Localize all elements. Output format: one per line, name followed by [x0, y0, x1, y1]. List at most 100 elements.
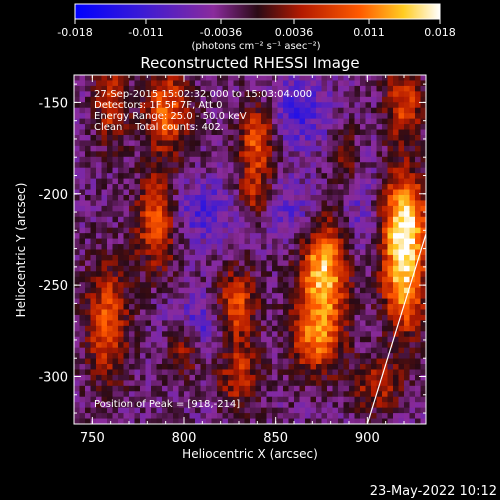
- heatmap-cell: [90, 113, 97, 120]
- heatmap-cell: [217, 407, 223, 414]
- colorbar-tick-label: -0.011: [128, 26, 163, 39]
- heatmap-cell: [288, 418, 295, 424]
- heatmap-cell: [354, 200, 361, 207]
- heatmap-cell: [211, 391, 218, 398]
- heatmap-cell: [228, 374, 234, 381]
- heatmap-cell: [409, 309, 416, 316]
- heatmap-cell: [387, 314, 394, 321]
- heatmap-cell: [255, 107, 262, 114]
- heatmap-cell: [294, 353, 300, 359]
- heatmap-cell: [173, 369, 179, 376]
- heatmap-cell: [189, 276, 196, 283]
- heatmap-cell: [250, 407, 256, 414]
- heatmap-cell: [415, 298, 421, 305]
- heatmap-cell: [233, 358, 240, 365]
- heatmap-cell: [398, 178, 405, 185]
- heatmap-cell: [415, 194, 421, 201]
- heatmap-cell: [151, 298, 157, 305]
- heatmap-cell: [118, 282, 124, 289]
- heatmap-cell: [316, 271, 322, 278]
- heatmap-cell: [85, 347, 91, 354]
- heatmap-cell: [233, 178, 240, 185]
- heatmap-cell: [415, 96, 421, 103]
- heatmap-cell: [332, 75, 339, 81]
- heatmap-cell: [299, 162, 306, 169]
- heatmap-cell: [283, 358, 289, 365]
- heatmap-cell: [178, 391, 185, 398]
- heatmap-cell: [101, 331, 108, 338]
- heatmap-cell: [90, 244, 97, 250]
- heatmap-cell: [151, 293, 157, 299]
- heatmap-cell: [74, 91, 80, 98]
- heatmap-cell: [327, 222, 333, 229]
- heatmap-cell: [387, 309, 394, 316]
- heatmap-cell: [112, 194, 119, 201]
- heatmap-cell: [255, 331, 262, 338]
- heatmap-cell: [156, 244, 163, 250]
- heatmap-cell: [195, 233, 201, 239]
- heatmap-cell: [360, 413, 366, 419]
- heatmap-cell: [107, 129, 113, 136]
- heatmap-cell: [140, 233, 146, 239]
- heatmap-cell: [365, 205, 372, 212]
- heatmap-cell: [305, 298, 311, 305]
- heatmap-cell: [376, 102, 383, 109]
- heatmap-cell: [118, 173, 124, 180]
- heatmap-cell: [189, 298, 196, 305]
- heatmap-cell: [217, 134, 223, 141]
- heatmap-cell: [327, 407, 333, 414]
- heatmap-cell: [376, 287, 383, 294]
- heatmap-cell: [151, 107, 157, 114]
- heatmap-cell: [255, 342, 262, 349]
- heatmap-cell: [376, 325, 383, 332]
- heatmap-cell: [145, 151, 152, 158]
- heatmap-cell: [244, 85, 251, 92]
- heatmap-cell: [162, 304, 168, 310]
- heatmap-cell: [365, 413, 372, 419]
- heatmap-cell: [162, 91, 168, 98]
- heatmap-cell: [178, 189, 185, 196]
- heatmap-cell: [404, 314, 410, 321]
- heatmap-cell: [299, 151, 306, 158]
- heatmap-cell: [112, 211, 119, 218]
- heatmap-cell: [129, 265, 135, 272]
- heatmap-cell: [266, 211, 273, 218]
- heatmap-cell: [305, 271, 311, 278]
- heatmap-cell: [85, 298, 91, 305]
- heatmap-cell: [195, 342, 201, 349]
- heatmap-cell: [327, 331, 333, 338]
- heatmap-cell: [222, 124, 229, 130]
- heatmap-cell: [283, 380, 289, 387]
- heatmap-cell: [365, 85, 372, 92]
- heatmap-cell: [376, 80, 383, 87]
- heatmap-cell: [239, 254, 245, 261]
- heatmap-cell: [305, 347, 311, 354]
- heatmap-cell: [134, 156, 141, 163]
- heatmap-cell: [420, 364, 426, 370]
- heatmap-cell: [195, 91, 201, 98]
- heatmap-cell: [244, 374, 251, 381]
- heatmap-cell: [129, 134, 135, 141]
- heatmap-cell: [101, 156, 108, 163]
- heatmap-cell: [195, 336, 201, 343]
- heatmap-cell: [145, 134, 152, 141]
- heatmap-cell: [393, 407, 399, 414]
- heatmap-cell: [294, 342, 300, 349]
- heatmap-cell: [200, 309, 207, 316]
- heatmap-cell: [211, 282, 218, 289]
- heatmap-cell: [398, 151, 405, 158]
- heatmap-cell: [162, 407, 168, 414]
- heatmap-cell: [96, 205, 102, 212]
- heatmap-cell: [321, 162, 328, 169]
- heatmap-cell: [200, 249, 207, 256]
- heatmap-cell: [134, 113, 141, 120]
- heatmap-cell: [261, 107, 267, 114]
- heatmap-cell: [211, 173, 218, 180]
- heatmap-cell: [310, 80, 317, 87]
- heatmap-cell: [420, 391, 426, 398]
- heatmap-cell: [118, 162, 124, 169]
- heatmap-cell: [255, 222, 262, 229]
- heatmap-cell: [354, 96, 361, 103]
- heatmap-cell: [151, 156, 157, 163]
- heatmap-cell: [112, 282, 119, 289]
